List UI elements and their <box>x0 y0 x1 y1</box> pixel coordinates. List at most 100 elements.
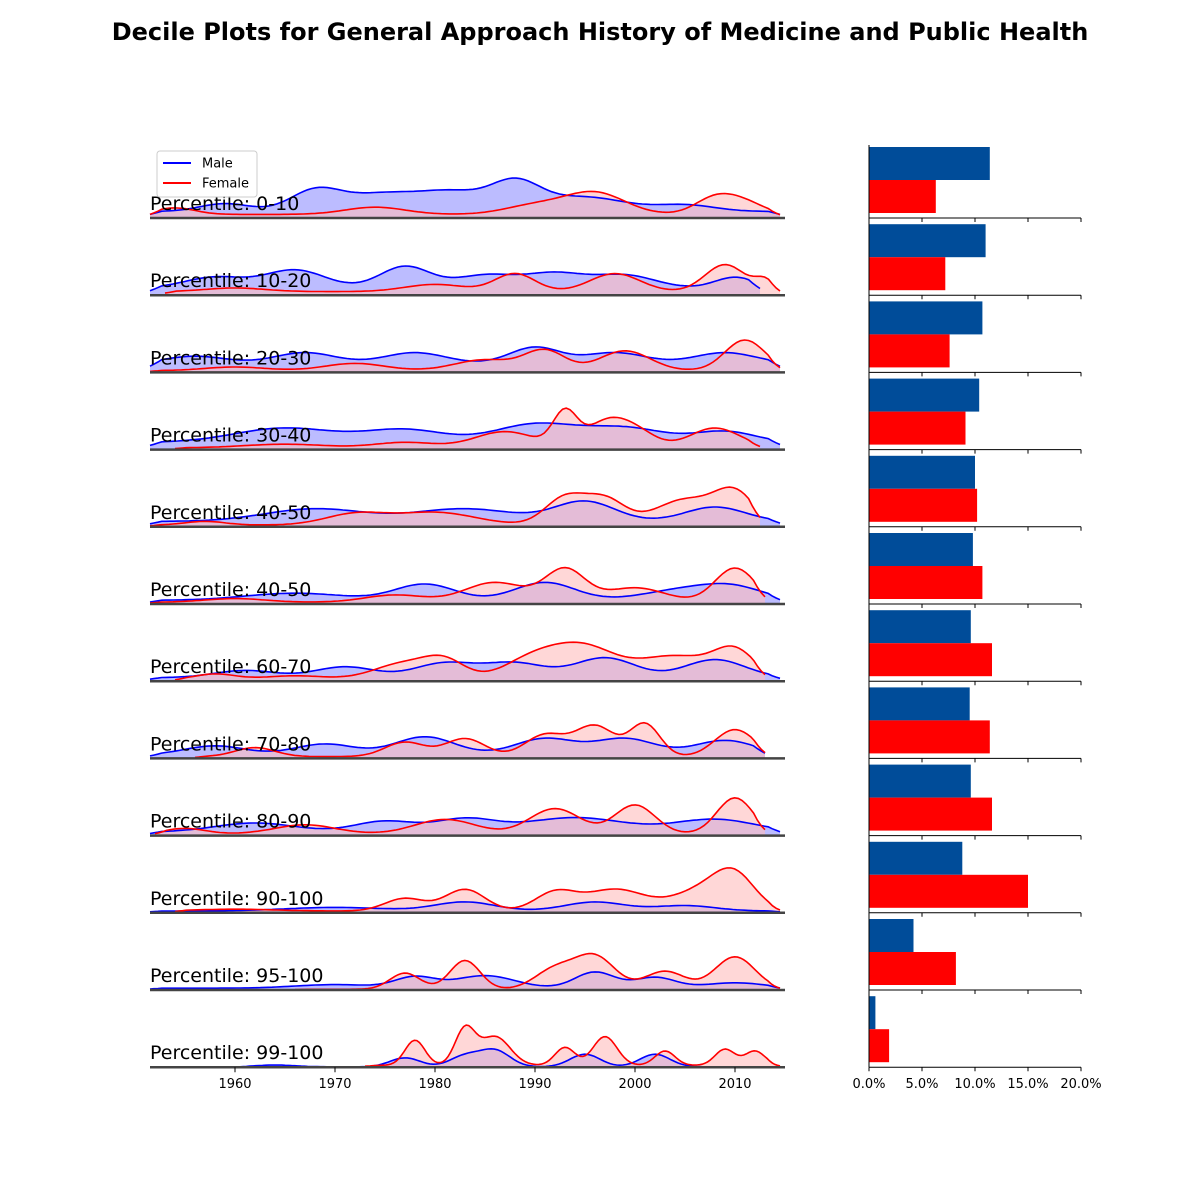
male-density-line <box>149 422 781 447</box>
bar-panel <box>868 996 1082 1072</box>
bar-panel <box>868 147 1082 222</box>
male-bar <box>869 996 876 1030</box>
male-bar <box>869 764 971 798</box>
female-bar <box>869 566 983 599</box>
bar-panel <box>868 841 1082 917</box>
percent-tick-label: 5.0% <box>905 1077 938 1092</box>
female-bar <box>869 1029 890 1063</box>
panel-label: Percentile: 20-30 <box>150 347 311 369</box>
bar-panel <box>868 378 1082 454</box>
male-bar <box>869 919 914 952</box>
female-density-line <box>149 566 766 604</box>
female-density-area <box>165 264 780 296</box>
percent-tick-label: 15.0% <box>1007 1077 1048 1092</box>
density-panel: Percentile: 90-100 <box>149 867 785 915</box>
bar-panel <box>868 687 1082 763</box>
female-bar <box>869 334 950 368</box>
female-bar <box>869 257 946 291</box>
male-density-line <box>149 656 781 680</box>
panel-label: Percentile: 40-50 <box>150 502 311 524</box>
female-density-line <box>154 796 766 835</box>
bar-panel <box>868 455 1082 531</box>
bar-panel <box>868 764 1082 840</box>
female-bar <box>869 874 1028 908</box>
male-bar <box>869 455 975 489</box>
male-density-line <box>149 500 781 525</box>
female-density-area <box>150 340 780 373</box>
density-panel: Percentile: 0-10 <box>149 177 785 220</box>
female-density-line <box>174 407 761 450</box>
panel-label: Percentile: 80-90 <box>150 811 311 833</box>
density-panels: Percentile: 0-10 Percentile: 10-20 Percent… <box>149 177 785 1069</box>
female-density-line <box>174 867 781 913</box>
female-density-area <box>150 191 780 218</box>
panel-label: Percentile: 99-100 <box>150 1042 323 1064</box>
density-panel: Percentile: 10-20 <box>149 263 785 297</box>
year-tick-label: 1980 <box>418 1077 451 1092</box>
year-tick-label: 2000 <box>618 1077 651 1092</box>
female-density-area <box>175 408 760 450</box>
density-panel: Percentile: 20-30 <box>149 339 785 374</box>
female-density-line <box>174 641 766 681</box>
female-bar <box>869 952 956 985</box>
female-density-area <box>150 567 765 604</box>
legend: Male Female <box>156 150 258 198</box>
female-bar <box>869 720 990 754</box>
female-bar <box>869 643 992 677</box>
bar-panel <box>868 610 1082 686</box>
female-density-line <box>294 952 781 991</box>
male-density-line <box>149 971 781 990</box>
density-panel: Percentile: 99-100 <box>150 1024 785 1069</box>
male-bar <box>869 224 986 258</box>
female-density-line <box>149 190 781 216</box>
panel-label: Percentile: 95-100 <box>150 965 323 987</box>
male-density-line <box>149 736 766 757</box>
male-density-line <box>149 816 781 835</box>
chart-title: Decile Plots for General Approach Histor… <box>111 18 1089 46</box>
legend-female-label: Female <box>202 177 249 192</box>
female-bar <box>869 797 992 831</box>
male-bar <box>869 301 983 335</box>
female-bar <box>869 411 966 445</box>
male-bar <box>869 533 973 566</box>
female-density-area <box>175 642 765 682</box>
female-density-area <box>365 1025 780 1068</box>
female-density-line <box>164 263 781 294</box>
bar-panels <box>868 147 1082 1072</box>
year-tick-label: 2010 <box>718 1077 751 1092</box>
panel-label: Percentile: 60-70 <box>150 656 311 678</box>
density-panel: Percentile: 70-80 <box>149 721 785 760</box>
density-panel: Percentile: 40-50 <box>149 566 785 606</box>
percent-tick-label: 20.0% <box>1060 1077 1101 1092</box>
female-density-area <box>155 797 765 836</box>
panel-label: Percentile: 40-50 <box>150 579 311 601</box>
female-density-line <box>149 486 761 527</box>
female-density-area <box>295 953 780 990</box>
female-density-line <box>149 339 781 373</box>
male-density-line <box>149 346 781 368</box>
bar-panel <box>868 224 1082 300</box>
male-bar <box>869 378 980 412</box>
percent-tick-label: 0.0% <box>852 1077 885 1092</box>
percent-tick-label: 10.0% <box>954 1077 995 1092</box>
female-density-line <box>364 1024 781 1067</box>
density-panel: Percentile: 95-100 <box>149 952 785 992</box>
panel-label: Percentile: 70-80 <box>150 733 311 755</box>
female-density-area <box>175 867 780 913</box>
female-density-area <box>195 722 765 759</box>
male-bar <box>869 610 971 644</box>
bar-panel <box>868 533 1082 608</box>
density-panel: Percentile: 30-40 <box>149 407 785 451</box>
panel-label: Percentile: 90-100 <box>150 888 323 910</box>
panel-label: Percentile: 10-20 <box>150 270 311 292</box>
male-bar <box>869 687 970 721</box>
male-density-line <box>149 177 781 216</box>
female-bar <box>869 488 978 522</box>
legend-male-label: Male <box>202 157 233 172</box>
male-density-line <box>149 265 761 292</box>
density-panel: Percentile: 40-50 <box>149 486 785 529</box>
axes: 1960 1970 1980 1990 2000 2010 0.0% 5.0% 10.0% 15.… <box>218 145 1102 1092</box>
female-bar <box>869 180 936 213</box>
